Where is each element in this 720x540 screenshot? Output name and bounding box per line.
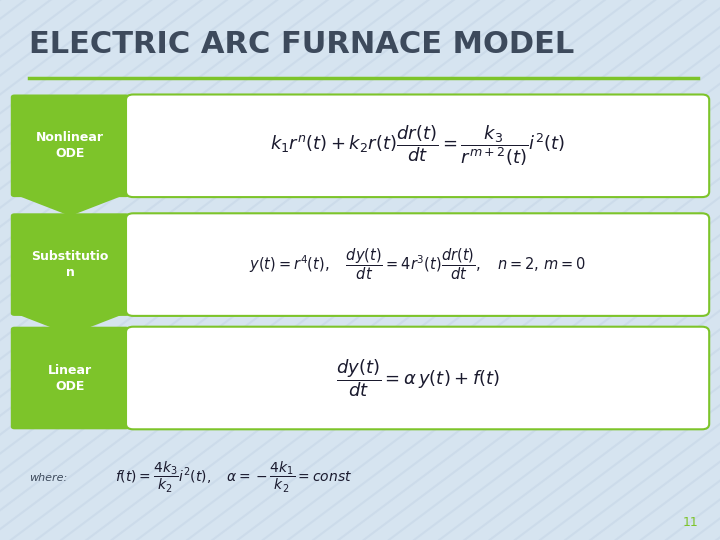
Text: $k_1 r^n(t) + k_2 r(t)\dfrac{dr(t)}{dt} = \dfrac{k_3}{r^{m+2}(t)}i^2(t)$: $k_1 r^n(t) + k_2 r(t)\dfrac{dr(t)}{dt} …: [270, 124, 565, 168]
FancyBboxPatch shape: [126, 94, 709, 197]
FancyBboxPatch shape: [11, 327, 130, 429]
FancyBboxPatch shape: [11, 213, 130, 316]
Text: $f(t) = \dfrac{4k_3}{k_2}i^2(t), \quad \alpha = -\dfrac{4k_1}{k_2} = const$: $f(t) = \dfrac{4k_3}{k_2}i^2(t), \quad \…: [115, 460, 352, 496]
Text: $\dfrac{dy(t)}{dt} = \alpha\, y(t) + f(t)$: $\dfrac{dy(t)}{dt} = \alpha\, y(t) + f(t…: [336, 357, 500, 399]
Text: 11: 11: [683, 516, 698, 529]
Text: $y(t) = r^4(t), \quad \dfrac{dy(t)}{dt} = 4r^3(t)\dfrac{dr(t)}{dt}, \quad n=2,\,: $y(t) = r^4(t), \quad \dfrac{dy(t)}{dt} …: [249, 247, 586, 282]
FancyBboxPatch shape: [11, 94, 130, 197]
FancyBboxPatch shape: [126, 213, 709, 316]
Polygon shape: [14, 313, 126, 335]
Text: Substitutio
n: Substitutio n: [32, 250, 109, 279]
Text: ELECTRIC ARC FURNACE MODEL: ELECTRIC ARC FURNACE MODEL: [29, 30, 574, 59]
Polygon shape: [14, 194, 126, 216]
FancyBboxPatch shape: [126, 327, 709, 429]
Text: Nonlinear
ODE: Nonlinear ODE: [36, 131, 104, 160]
Text: Linear
ODE: Linear ODE: [48, 363, 92, 393]
Text: where:: where:: [29, 473, 67, 483]
